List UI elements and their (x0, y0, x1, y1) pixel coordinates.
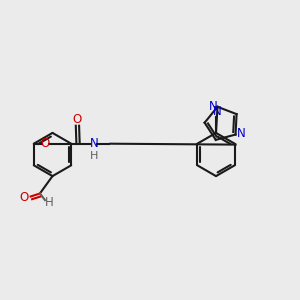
Text: O: O (20, 190, 28, 204)
Text: N: N (237, 127, 245, 140)
Text: H: H (44, 196, 53, 209)
Text: N: N (213, 104, 222, 118)
Text: N: N (208, 100, 217, 113)
Text: N: N (89, 137, 98, 150)
Text: H: H (90, 151, 98, 161)
Text: O: O (72, 112, 81, 126)
Text: O: O (40, 137, 50, 150)
